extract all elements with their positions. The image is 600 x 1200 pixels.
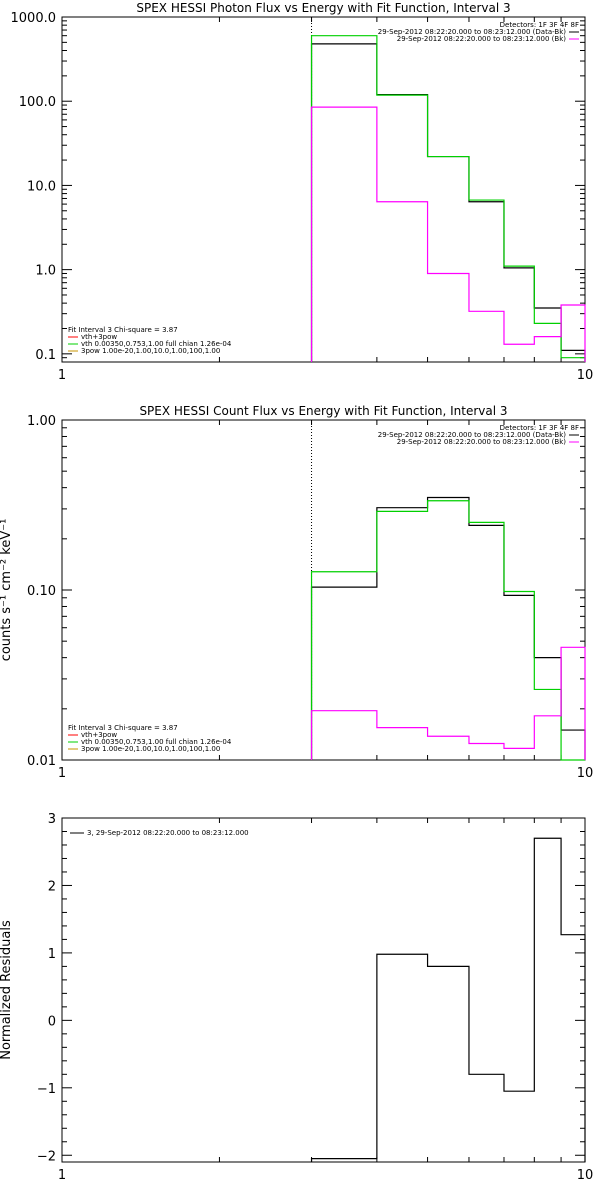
legend-entry: vth+3pow	[81, 731, 117, 739]
chart-title: SPEX HESSI Count Flux vs Energy with Fit…	[139, 404, 507, 418]
legend-entry: 29-Sep-2012 08:22:20.000 to 08:23:12.000…	[397, 438, 567, 446]
y-axis-label: Normalized Residuals	[0, 920, 14, 1060]
legend-detectors: Detectors: 1F 3F 4F 8F	[500, 424, 579, 432]
x-tick-label: 10	[577, 766, 594, 781]
legend-fit-header: Fit Interval 3 Chi-square = 3.87	[68, 326, 178, 334]
y-tick-label: 3	[48, 812, 56, 827]
plot-frame	[61, 16, 586, 363]
legend-detectors: Detectors: 1F 3F 4F 8F	[500, 21, 579, 29]
y-tick-label: 0.1	[35, 348, 56, 363]
y-tick-label: 0.01	[27, 754, 56, 769]
legend-fit-header: Fit Interval 3 Chi-square = 3.87	[68, 724, 178, 732]
y-tick-label: 1000.0	[11, 11, 57, 26]
x-tick-label: 1	[58, 1168, 66, 1183]
chart-panel-1: SPEX HESSI Photon Flux vs Energy with Fi…	[11, 1, 594, 383]
y-tick-label: −2	[37, 1149, 56, 1164]
y-tick-label: 1.0	[35, 264, 56, 279]
y-tick-label: 1	[48, 947, 56, 962]
legend-entry: 3pow 1.00e-20,1.00,10.0,1.00,100,1.00	[81, 745, 220, 753]
series-histogram-3	[310, 646, 586, 760]
legend-entry: vth 0.00350,0.753,1.00 full chian 1.26e-…	[81, 738, 232, 746]
y-tick-label: 0	[48, 1014, 56, 1029]
legend-entry: vth+3pow	[81, 333, 117, 341]
y-axis-label: counts s⁻¹ cm⁻² keV⁻¹	[0, 519, 14, 662]
legend-entry: 3pow 1.00e-20,1.00,10.0,1.00,100,1.00	[81, 347, 220, 355]
legend-entry: 3, 29-Sep-2012 08:22:20.000 to 08:23:12.…	[87, 829, 249, 837]
legend-entry: 29-Sep-2012 08:22:20.000 to 08:23:12.000…	[378, 431, 567, 439]
x-tick-label: 1	[58, 368, 66, 383]
series-histogram-1	[310, 496, 586, 760]
series-histogram-1	[310, 43, 586, 362]
series-histogram-1	[310, 837, 586, 1162]
x-tick-label: 10	[577, 368, 594, 383]
y-tick-label: 100.0	[19, 95, 56, 110]
legend-entry: 29-Sep-2012 08:22:20.000 to 08:23:12.000…	[397, 35, 567, 43]
chart-panel-2: SPEX HESSI Count Flux vs Energy with Fit…	[0, 404, 593, 781]
y-tick-label: 1.00	[27, 414, 56, 429]
legend-entry: vth 0.00350,0.753,1.00 full chian 1.26e-…	[81, 340, 232, 348]
legend-entry: 29-Sep-2012 08:22:20.000 to 08:23:12.000…	[378, 28, 567, 36]
y-tick-label: −1	[37, 1082, 56, 1097]
series-histogram-2	[310, 500, 585, 761]
x-tick-label: 10	[577, 1168, 594, 1183]
x-tick-label: 1	[58, 766, 66, 781]
y-tick-label: 0.10	[27, 584, 56, 599]
y-tick-label: 2	[48, 879, 56, 894]
series-histogram-3	[310, 106, 586, 362]
y-tick-label: 10.0	[27, 179, 56, 194]
plot-frame	[61, 419, 586, 761]
chart-panel-3: 1 10 −2 −1 0 1 2 3 Normalized Residuals 3, 29-Sep…	[0, 812, 593, 1183]
chart-title: SPEX HESSI Photon Flux vs Energy with Fi…	[136, 1, 510, 15]
plot-frame	[61, 817, 586, 1163]
series-histogram-2	[310, 35, 586, 362]
